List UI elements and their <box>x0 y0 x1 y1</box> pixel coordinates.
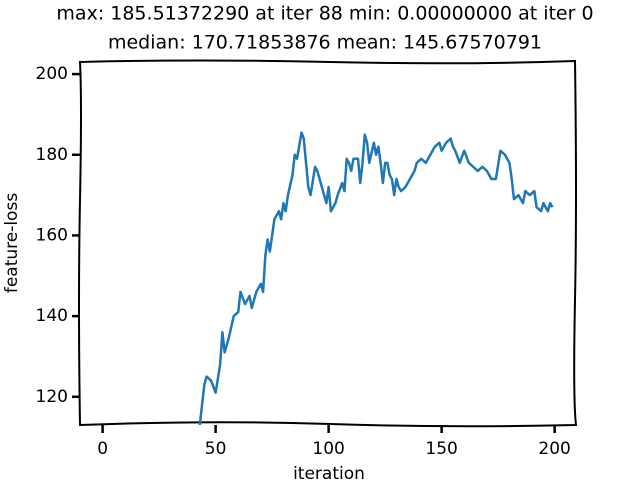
data-line <box>198 131 554 425</box>
x-tick-label: 150 <box>425 439 457 459</box>
x-axis-label: iteration <box>293 464 365 480</box>
y-tick-label: 140 <box>36 306 68 326</box>
axes-frame <box>78 59 578 428</box>
x-tick-label: 200 <box>538 439 570 459</box>
y-tick-label: 160 <box>36 225 68 245</box>
y-axis-label: feature-loss <box>2 193 22 293</box>
x-tick-label: 100 <box>312 439 344 459</box>
y-tick-label: 120 <box>36 387 68 407</box>
y-tick-label: 200 <box>36 64 68 84</box>
y-tick-label: 180 <box>36 145 68 165</box>
chart-title: max: 185.51372290 at iter 88 min: 0.0000… <box>56 3 593 25</box>
x-tick-label: 50 <box>205 439 227 459</box>
chart-title: median: 170.71853876 mean: 145.67570791 <box>108 32 542 54</box>
x-tick-label: 0 <box>97 439 108 459</box>
